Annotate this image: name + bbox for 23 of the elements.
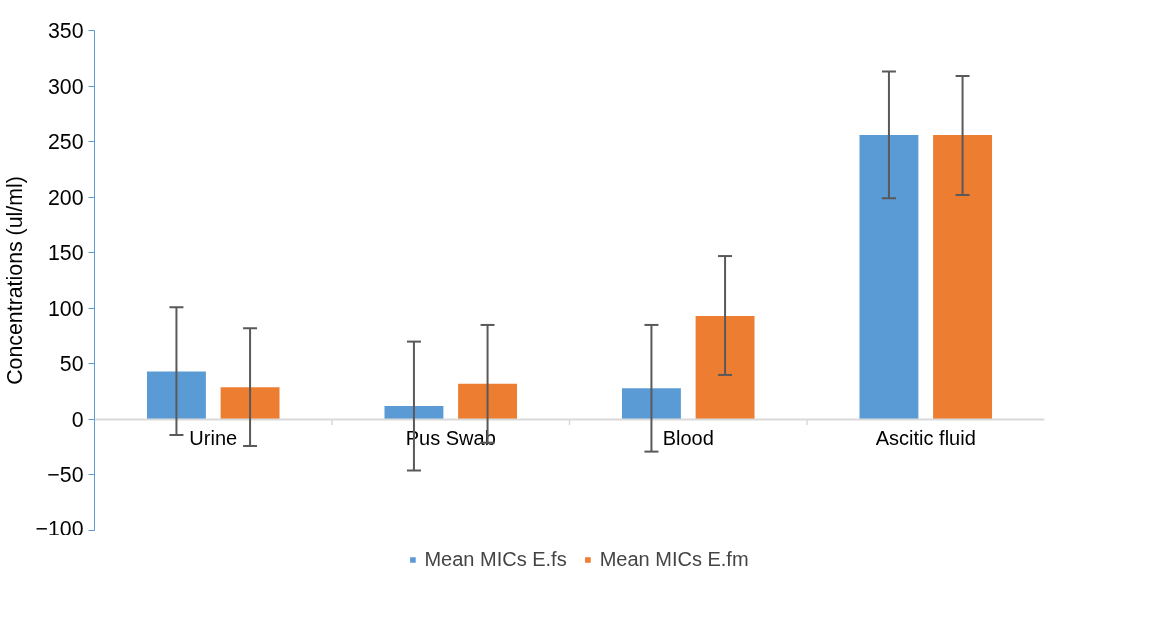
y-tick-label: 250 [47, 130, 84, 155]
y-tick-label: 300 [47, 74, 84, 99]
bar [621, 388, 681, 420]
y-tick-label: 350 [47, 19, 84, 43]
legend-label: Mean MICs E.fs [424, 547, 567, 571]
legend-label: Mean MICs E.fm [599, 547, 749, 571]
x-tick-label: Urine [189, 427, 238, 450]
y-tick-label: −50 [47, 463, 84, 488]
y-tick-label: 0 [71, 407, 84, 432]
y-tick-label: 50 [59, 352, 84, 377]
x-tick-label: Ascitic fluid [875, 427, 976, 450]
y-tick-label: 100 [47, 296, 84, 321]
bar [859, 134, 919, 420]
y-tick-label: 200 [47, 185, 84, 210]
bar [146, 371, 206, 420]
x-tick-label: Blood [662, 427, 714, 450]
y-axis-title: Concentrations (ul/ml) [3, 176, 28, 385]
bar [695, 316, 755, 420]
y-tick-label: −100 [35, 516, 84, 541]
bar [458, 383, 518, 420]
y-tick-label: 150 [47, 241, 84, 266]
bar [933, 134, 993, 420]
bar [220, 387, 280, 420]
